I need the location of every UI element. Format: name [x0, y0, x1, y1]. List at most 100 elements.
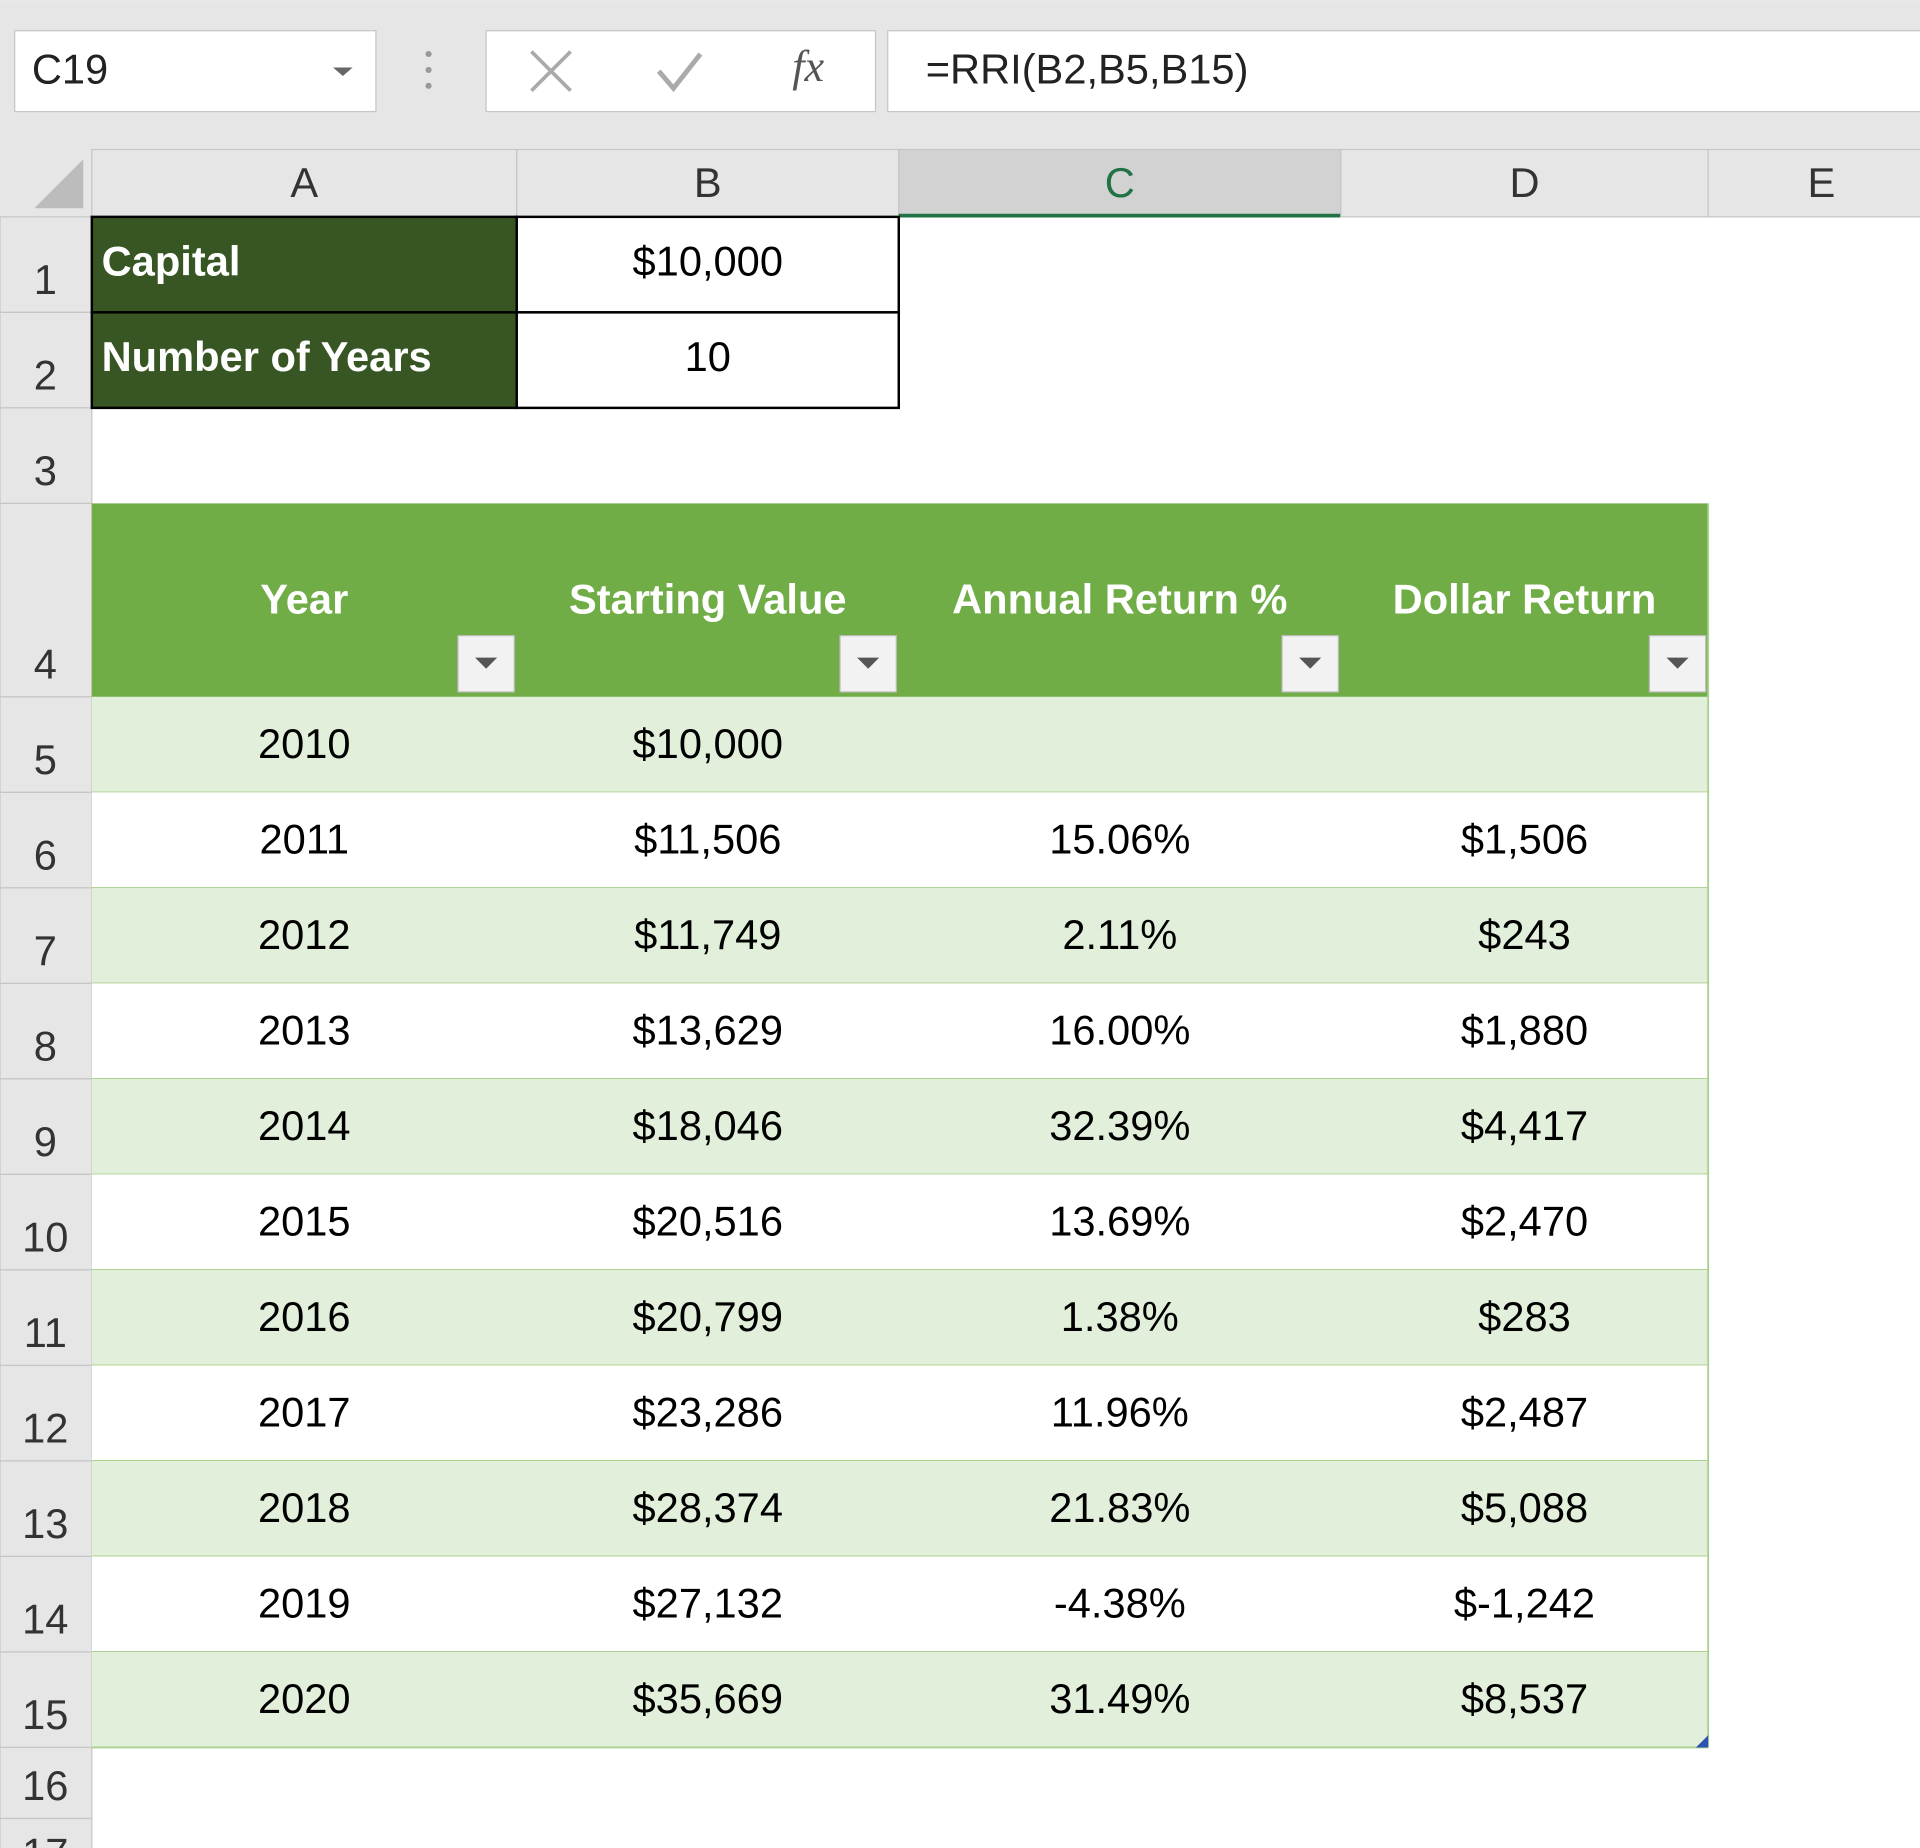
row-header[interactable]: [0, 1817, 93, 1848]
table-cell: $-1,242: [1454, 1580, 1595, 1627]
table-cell: 31.49%: [1049, 1675, 1190, 1722]
cancel-button[interactable]: [530, 50, 572, 93]
separator-dots: [425, 50, 432, 89]
table-cell: $11,749: [634, 911, 781, 958]
row-header[interactable]: [0, 216, 93, 313]
row-header-label: 5: [34, 736, 57, 783]
row-header-label: 9: [34, 1118, 57, 1165]
table-cell: $243: [1478, 911, 1571, 958]
table-header: Dollar Return: [1393, 576, 1657, 623]
table-header-row: [91, 503, 1709, 697]
table-cell: $2,487: [1461, 1389, 1588, 1436]
enter-button[interactable]: [656, 52, 703, 93]
table-cell: $5,088: [1461, 1484, 1588, 1531]
table-header: Annual Return %: [952, 576, 1287, 623]
table-cell: 2010: [258, 720, 351, 767]
table-row: [91, 887, 1709, 984]
row-header-label: 1: [34, 256, 57, 303]
table-cell: 16.00%: [1049, 1007, 1190, 1054]
table-cell: $27,132: [633, 1580, 783, 1627]
table-cell: 15.06%: [1049, 816, 1190, 863]
column-header[interactable]: [1340, 148, 1709, 218]
row-header[interactable]: [0, 982, 93, 1080]
input-value: 10: [685, 333, 731, 380]
column-header-label: A: [290, 159, 318, 206]
row-header-label: 16: [22, 1762, 68, 1809]
input-value-cell: [515, 215, 900, 314]
table-cell: 2014: [258, 1102, 351, 1149]
row-header-label: 3: [34, 447, 57, 494]
table-row: [91, 1651, 1709, 1748]
row-header-label: 10: [22, 1214, 68, 1261]
table-cell: 13.69%: [1049, 1198, 1190, 1245]
table-cell: $18,046: [633, 1102, 783, 1149]
table-cell: 1.38%: [1061, 1293, 1179, 1340]
input-label: Number of Years: [102, 333, 432, 380]
row-header-label: 8: [34, 1023, 57, 1070]
input-label: Capital: [102, 238, 241, 285]
column-header-label: B: [694, 159, 722, 206]
row-header-label: 13: [22, 1500, 68, 1547]
table-cell: 2020: [258, 1675, 351, 1722]
table-cell: -4.38%: [1054, 1580, 1186, 1627]
formula-input[interactable]: [887, 30, 1920, 113]
formula-text: =RRI(B2,B5,B15): [926, 45, 1249, 92]
input-label-cell: [90, 215, 518, 314]
table-row: [91, 1460, 1709, 1557]
row-header-label: 7: [34, 927, 57, 974]
table-cell: $1,506: [1461, 816, 1588, 863]
insert-function-button[interactable]: fx: [792, 42, 824, 91]
table-cell: 2011: [260, 816, 350, 863]
row-header[interactable]: [0, 791, 93, 889]
row-header[interactable]: [0, 1078, 93, 1176]
column-header-label: D: [1509, 159, 1539, 206]
table-row: [91, 696, 1709, 793]
row-header[interactable]: [0, 1746, 93, 1820]
table-cell: 21.83%: [1049, 1484, 1190, 1531]
row-header-label: 2: [34, 351, 57, 398]
table-cell: 11.96%: [1051, 1389, 1189, 1436]
table-header: Year: [260, 576, 348, 623]
table-cell: $10,000: [633, 720, 783, 767]
table-row: [91, 1365, 1709, 1461]
table-cell: $35,669: [633, 1675, 783, 1722]
row-header-label: 4: [34, 640, 57, 687]
column-header[interactable]: [516, 148, 900, 218]
table-row: [91, 1078, 1709, 1175]
filter-arrow: [1666, 657, 1689, 669]
table-cell: 2015: [258, 1198, 351, 1245]
table-cell: 32.39%: [1049, 1102, 1190, 1149]
row-header[interactable]: [0, 887, 93, 984]
row-header-label: 6: [34, 831, 57, 878]
row-header[interactable]: [0, 696, 93, 793]
name-box-arrow[interactable]: [333, 67, 353, 77]
name-box[interactable]: [14, 30, 377, 113]
row-header[interactable]: [0, 311, 93, 409]
column-header[interactable]: [91, 148, 518, 218]
row-header-label: 12: [22, 1405, 68, 1452]
table-cell: $20,799: [633, 1293, 783, 1340]
table-cell: $11,506: [634, 816, 781, 863]
filter-arrow: [475, 657, 498, 669]
table-cell: 2013: [258, 1007, 351, 1054]
table-cell: $20,516: [633, 1198, 783, 1245]
row-header-label: 17: [22, 1829, 68, 1848]
row-header-label: 15: [22, 1691, 68, 1738]
table-row: [91, 1269, 1709, 1366]
table-header: Starting Value: [569, 576, 847, 623]
input-value: $10,000: [633, 238, 783, 285]
filter-arrow: [857, 657, 880, 669]
table-row: [91, 792, 1709, 888]
table-cell: $283: [1478, 1293, 1571, 1340]
table-row: [91, 1556, 1709, 1652]
table-cell: 2018: [258, 1484, 351, 1531]
filter-arrow: [1299, 657, 1322, 669]
row-header[interactable]: [0, 1460, 93, 1558]
table-cell: 2012: [258, 911, 351, 958]
column-header-label: E: [1808, 159, 1836, 206]
column-header[interactable]: [1707, 148, 1920, 218]
row-header[interactable]: [0, 407, 93, 505]
table-cell: $4,417: [1461, 1102, 1588, 1149]
table-cell: $28,374: [633, 1484, 783, 1531]
